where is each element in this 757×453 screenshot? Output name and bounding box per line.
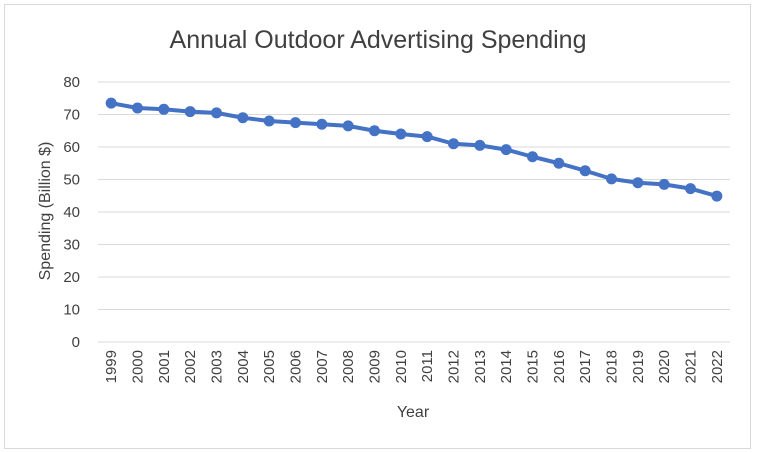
y-tick-label: 0 [72, 334, 80, 351]
data-point [211, 107, 222, 119]
data-point [579, 165, 591, 177]
data-point [448, 138, 459, 150]
x-tick-label: 2010 [393, 350, 410, 383]
data-point [685, 183, 696, 195]
data-point [606, 173, 617, 185]
x-tick-label: 2014 [498, 350, 515, 383]
data-point [369, 125, 380, 137]
x-tick-label: 2004 [235, 350, 252, 383]
data-point [527, 151, 538, 163]
y-axis-ticks: 0 10 20 30 40 50 60 70 80 [63, 74, 80, 351]
y-tick-label: 30 [63, 237, 80, 254]
y-tick-label: 40 [63, 204, 80, 221]
x-tick-label: 2006 [288, 350, 305, 383]
data-point [132, 102, 143, 114]
y-tick-label: 20 [63, 269, 80, 286]
x-tick-label: 2015 [525, 350, 542, 383]
series-layer [105, 97, 723, 202]
chart-frame [4, 4, 751, 449]
x-tick-label: 2002 [182, 350, 199, 383]
data-point [158, 103, 170, 115]
y-tick-label: 50 [63, 172, 80, 189]
gridlines [98, 81, 730, 343]
series-line [109, 101, 719, 199]
data-point [500, 144, 512, 156]
x-tick-label: 2019 [630, 350, 647, 383]
x-axis-ticks: 1999 2000 2001 2002 2003 2004 2005 2006 2007 2008… [103, 350, 726, 383]
data-point [184, 106, 196, 118]
y-tick-label: 60 [63, 139, 80, 156]
data-point [474, 139, 486, 151]
x-tick-label: 2009 [367, 350, 384, 383]
data-point [553, 157, 565, 169]
x-tick-label: 2011 [419, 350, 436, 382]
x-tick-label: 2003 [209, 350, 226, 383]
data-point [395, 128, 407, 140]
x-tick-label: 2005 [261, 350, 278, 383]
y-tick-label: 80 [63, 74, 80, 91]
data-point [105, 97, 117, 109]
x-tick-label: 2022 [709, 350, 726, 383]
data-point [316, 118, 328, 130]
y-axis-label: Spending (Billion $) [37, 142, 54, 281]
data-point [342, 120, 354, 132]
data-point [237, 112, 249, 124]
x-tick-label: 2021 [683, 350, 700, 383]
x-tick-label: 2017 [577, 350, 594, 383]
data-point [421, 131, 433, 143]
data-point [711, 190, 723, 202]
y-tick-label: 10 [63, 302, 80, 319]
chart-title: Annual Outdoor Advertising Spending [170, 26, 587, 54]
data-point [632, 177, 644, 189]
x-tick-label: 2008 [340, 350, 357, 383]
y-tick-label: 70 [63, 107, 80, 124]
x-tick-label: 2000 [130, 350, 147, 383]
x-tick-label: 2007 [314, 350, 331, 383]
x-tick-label: 2013 [472, 350, 489, 383]
x-tick-label: 2012 [446, 350, 463, 383]
x-tick-label: 2018 [604, 350, 621, 383]
x-tick-label: 2001 [156, 350, 173, 383]
data-point [658, 178, 670, 190]
x-tick-label: 1999 [103, 350, 120, 383]
data-point [290, 117, 301, 129]
data-point [263, 115, 275, 127]
x-tick-label: 2020 [656, 350, 673, 383]
x-axis-label: Year [397, 404, 430, 421]
x-tick-label: 2016 [551, 350, 568, 383]
